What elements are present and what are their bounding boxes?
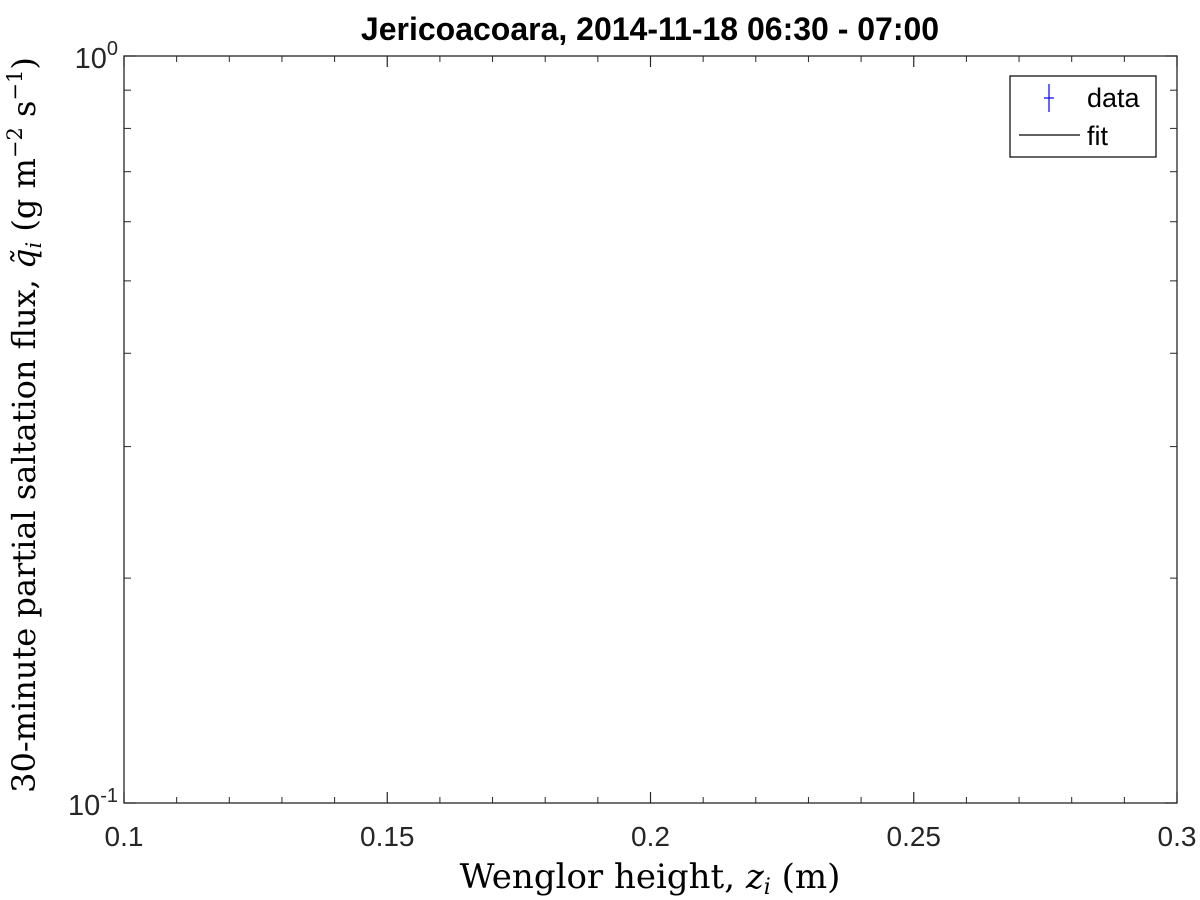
y-axis-label-unit-open: (g m — [5, 158, 43, 242]
x-axis-label-var: z — [745, 857, 765, 897]
x-tick-label: 0.1 — [105, 821, 144, 852]
legend: data fit — [1009, 75, 1157, 158]
y-tick-label: 100 — [75, 38, 118, 75]
x-axis-label-suffix: (m) — [771, 857, 841, 897]
y-tick-label-base: 10 — [75, 43, 107, 75]
axes — [123, 55, 1178, 804]
y-axis-label-unit-close: ) — [5, 57, 43, 69]
x-axis-label-sub: i — [764, 875, 771, 900]
legend-entry-data: data — [1044, 83, 1141, 113]
legend-label-fit: fit — [1087, 121, 1109, 151]
y-tick-label-exponent: -1 — [100, 785, 118, 807]
plot-frame — [123, 55, 1178, 804]
x-tick-label: 0.15 — [360, 821, 415, 852]
y-axis-label-unit-exp1: −2 — [3, 127, 27, 158]
legend-entry-fit: fit — [1019, 121, 1109, 151]
y-axis-label-sub: i — [22, 242, 46, 249]
x-tick-label: 0.25 — [887, 821, 942, 852]
chart-title: Jericoacoara, 2014-11-18 06:30 - 07:00 — [361, 11, 939, 47]
y-axis-label: 30-minute partial saltation flux, q̃i (g… — [3, 57, 46, 793]
x-axis-label: Wenglor height, zi (m) — [460, 857, 841, 900]
y-tick-label-exponent: 0 — [107, 38, 118, 60]
y-axis-label-unit-exp2: −1 — [3, 70, 27, 101]
legend-label-data: data — [1087, 83, 1141, 113]
legend-box — [1009, 75, 1157, 158]
y-tick-label-base: 10 — [68, 790, 100, 822]
x-tick-label: 0.3 — [1158, 821, 1197, 852]
y-tick-label: 10-1 — [68, 785, 118, 822]
x-tick-label: 0.2 — [631, 821, 670, 852]
y-axis-label-prefix: 30-minute partial saltation flux, — [5, 269, 43, 793]
y-axis-label-var: q̃ — [5, 249, 43, 269]
x-axis-label-prefix: Wenglor height, — [460, 857, 746, 897]
y-axis-label-unit-mid: s — [5, 101, 43, 128]
